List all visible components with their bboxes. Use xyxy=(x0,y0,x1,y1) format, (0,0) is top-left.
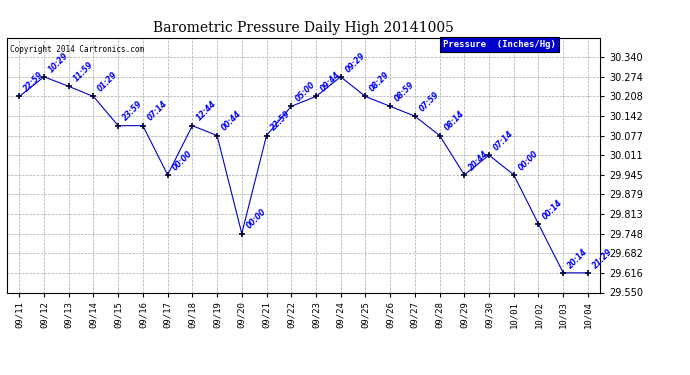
Text: 20:14: 20:14 xyxy=(566,247,589,270)
Text: 07:59: 07:59 xyxy=(417,90,441,113)
Text: 21:29: 21:29 xyxy=(591,247,614,270)
Text: 10:29: 10:29 xyxy=(47,51,70,74)
Text: 22:59: 22:59 xyxy=(269,110,293,133)
Text: 12:44: 12:44 xyxy=(195,100,219,123)
Text: 09:29: 09:29 xyxy=(344,51,367,74)
Text: Copyright 2014 Cartronics.com: Copyright 2014 Cartronics.com xyxy=(10,45,144,54)
Text: 01:29: 01:29 xyxy=(96,70,119,94)
Text: 00:00: 00:00 xyxy=(244,207,268,231)
Title: Barometric Pressure Daily High 20141005: Barometric Pressure Daily High 20141005 xyxy=(153,21,454,35)
Text: 05:00: 05:00 xyxy=(294,80,317,104)
Text: 07:14: 07:14 xyxy=(492,129,515,152)
Text: 00:44: 00:44 xyxy=(220,110,243,133)
Text: 00:00: 00:00 xyxy=(170,149,194,172)
Text: 08:59: 08:59 xyxy=(393,80,416,104)
Text: 07:14: 07:14 xyxy=(146,100,169,123)
Text: 08:14: 08:14 xyxy=(442,110,466,133)
Text: 22:59: 22:59 xyxy=(22,70,46,94)
Text: Pressure  (Inches/Hg): Pressure (Inches/Hg) xyxy=(443,40,556,49)
Text: 20:44: 20:44 xyxy=(467,149,491,172)
Text: 00:00: 00:00 xyxy=(517,149,540,172)
Text: 00:14: 00:14 xyxy=(541,198,564,221)
Text: 08:29: 08:29 xyxy=(368,70,391,94)
Text: 09:44: 09:44 xyxy=(319,70,342,94)
Text: 11:59: 11:59 xyxy=(72,60,95,84)
Text: 23:59: 23:59 xyxy=(121,100,144,123)
